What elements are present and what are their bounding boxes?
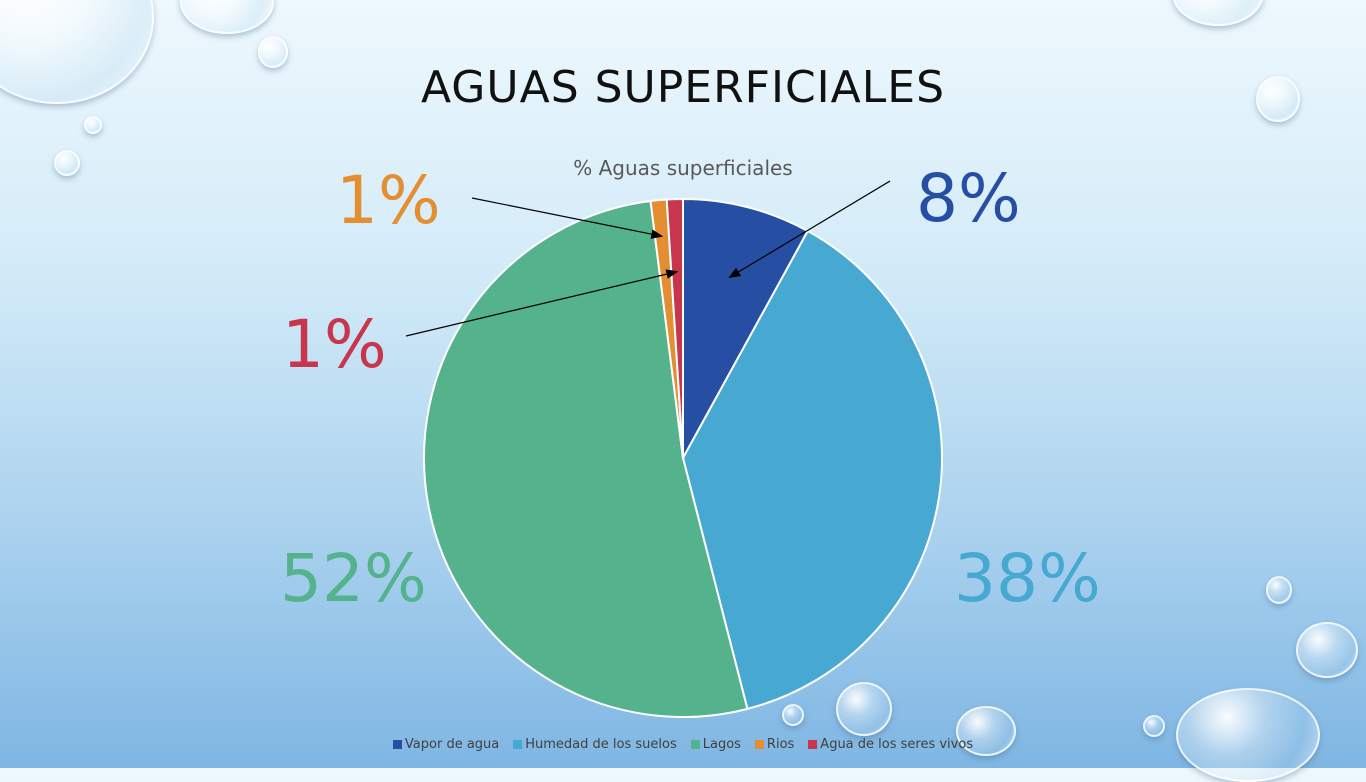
legend-item: Humedad de los suelos (513, 737, 676, 752)
legend-swatch (513, 740, 522, 749)
legend-label: Humedad de los suelos (525, 737, 676, 752)
legend-label: Agua de los seres vivos (820, 737, 973, 752)
legend-label: Lagos (703, 737, 741, 752)
legend-item: Rios (755, 737, 794, 752)
legend-label: Rios (767, 737, 794, 752)
legend-swatch (393, 740, 402, 749)
data-label-rios: 1% (336, 168, 441, 234)
data-label-humedad: 38% (954, 546, 1101, 612)
data-label-seres-vivos: 1% (282, 312, 387, 378)
legend: Vapor de agua Humedad de los suelos Lago… (0, 737, 1366, 752)
legend-label: Vapor de agua (405, 737, 499, 752)
data-label-vapor: 8% (916, 166, 1021, 232)
legend-swatch (808, 740, 817, 749)
legend-swatch (755, 740, 764, 749)
legend-item: Vapor de agua (393, 737, 499, 752)
legend-item: Agua de los seres vivos (808, 737, 973, 752)
data-label-lagos: 52% (280, 546, 427, 612)
legend-swatch (691, 740, 700, 749)
legend-item: Lagos (691, 737, 741, 752)
